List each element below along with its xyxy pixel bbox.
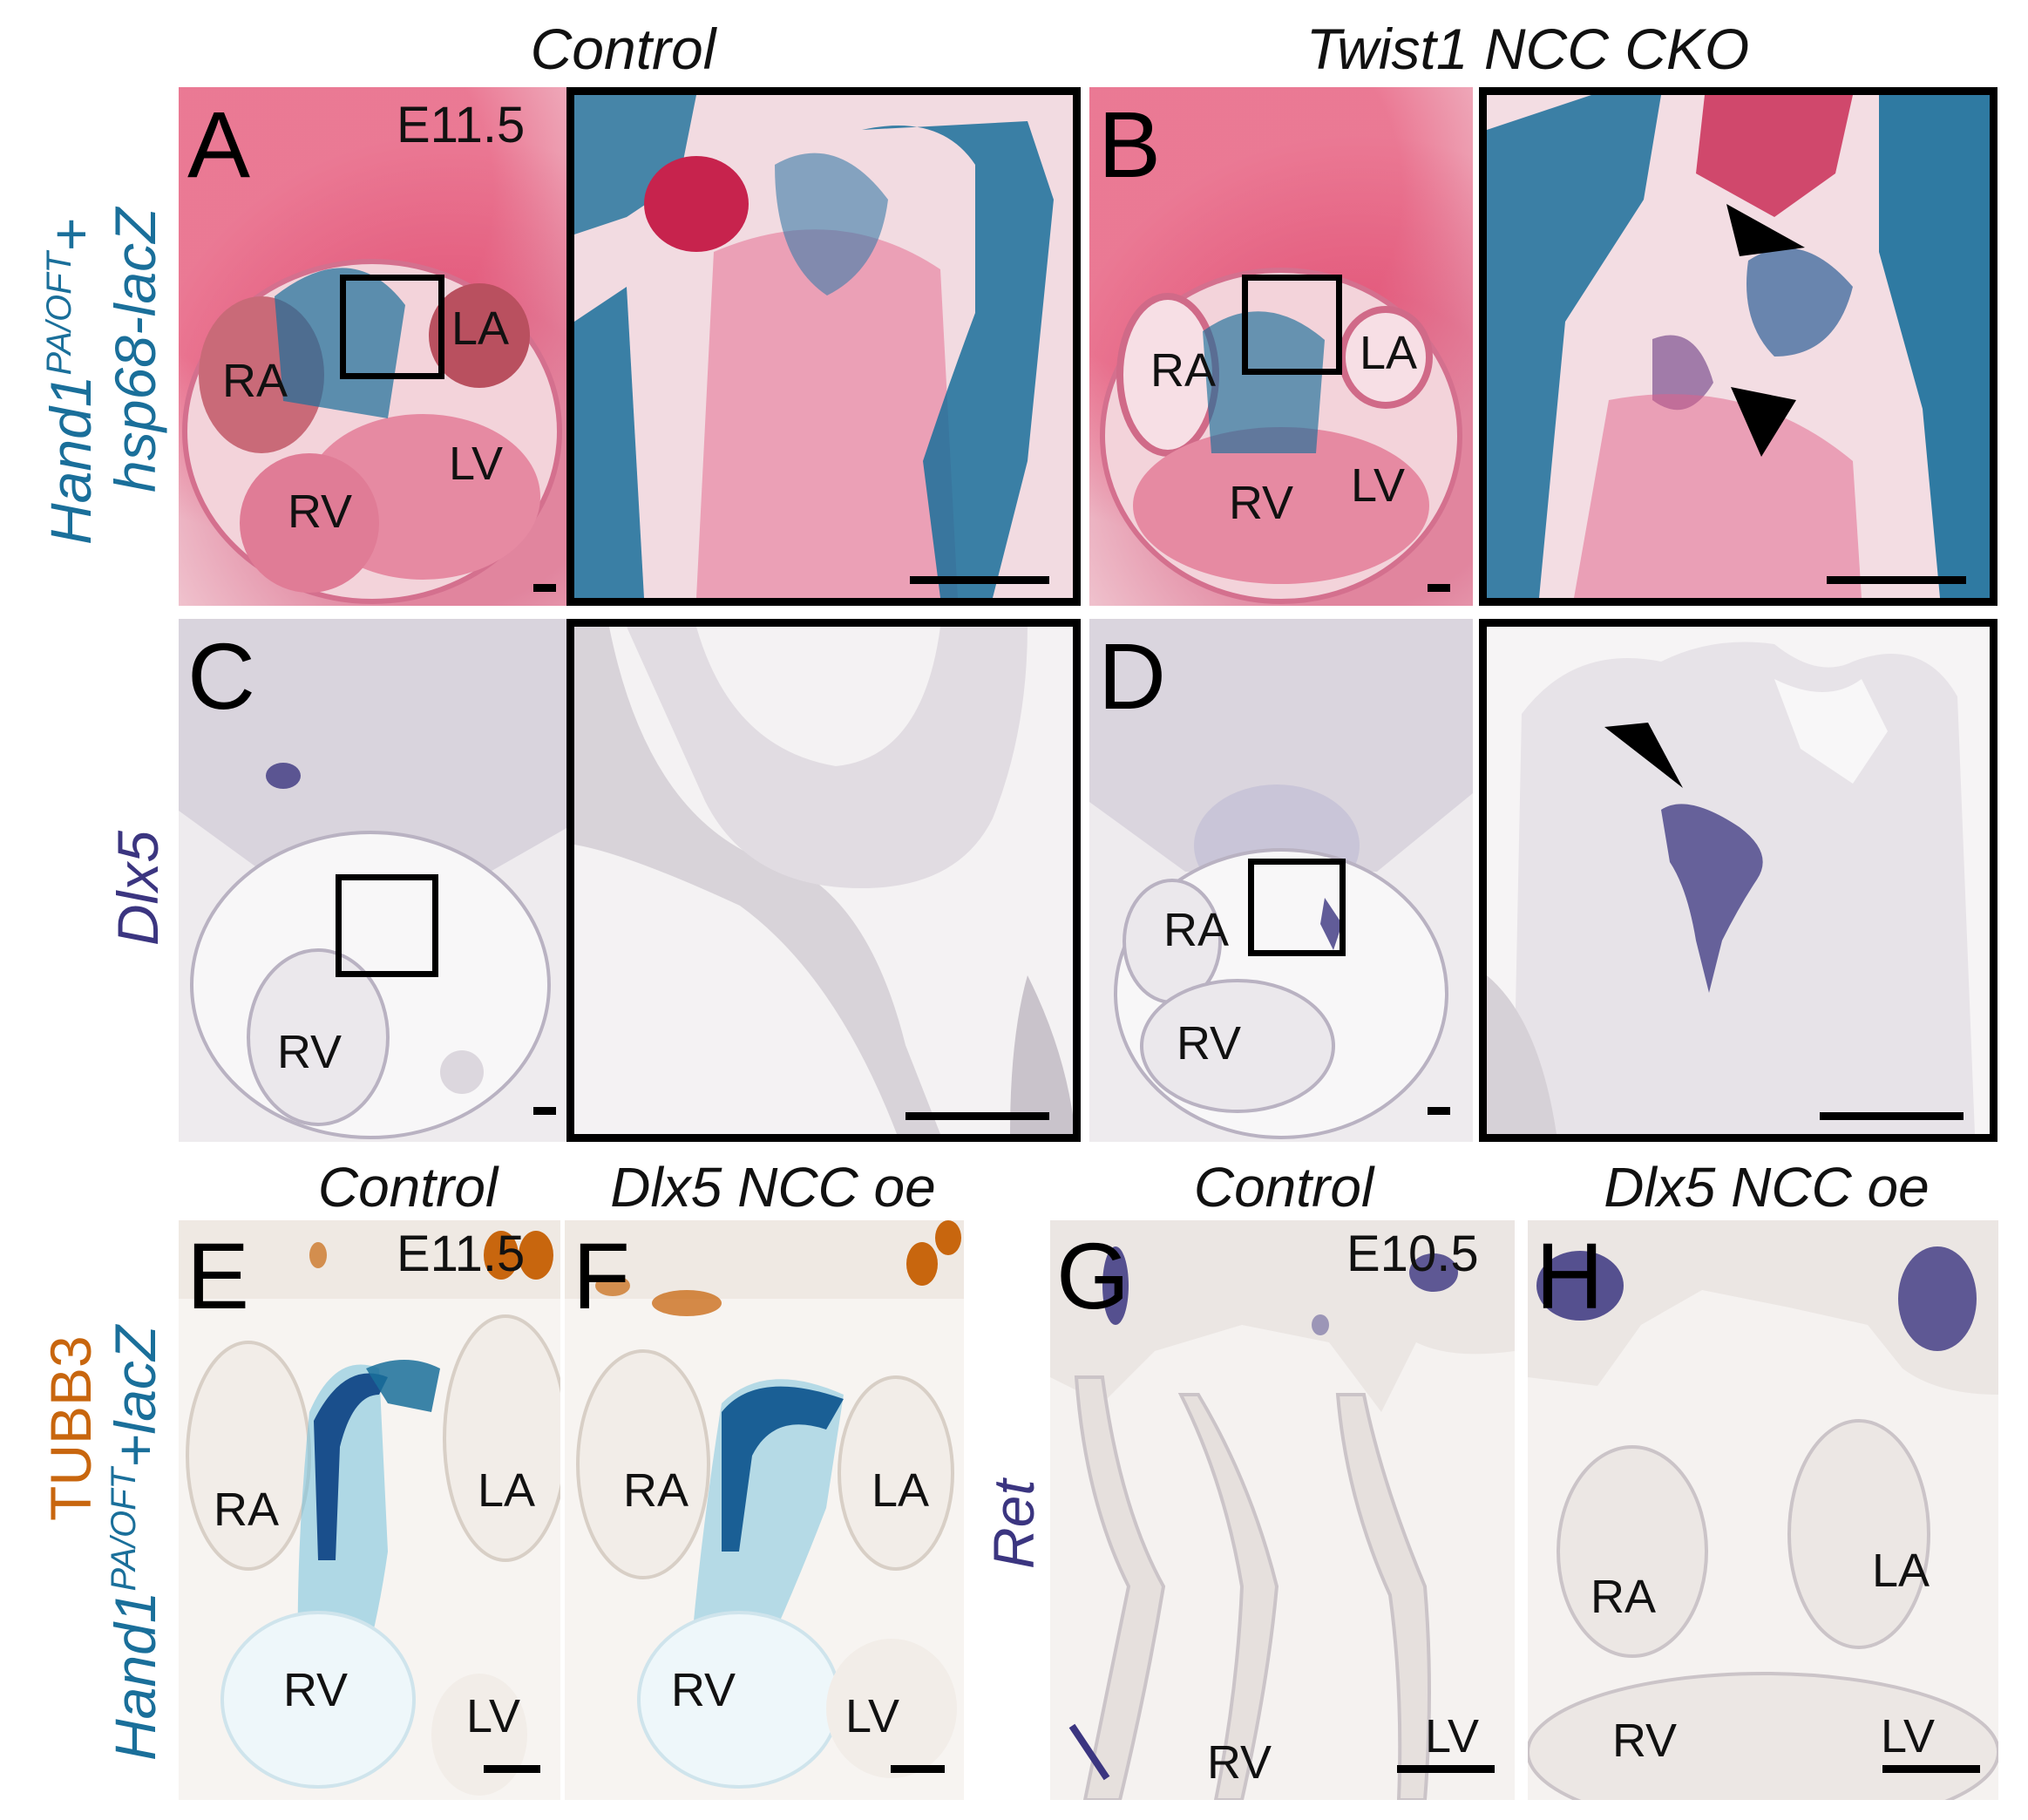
panel-e-label-lv: LV [466, 1690, 521, 1742]
panel-b-overview [1089, 87, 1473, 606]
panel-a-inset-tissue [574, 95, 1073, 598]
panel-f-letter: F [573, 1223, 630, 1328]
panel-b-arrowhead-2 [1731, 387, 1796, 457]
panel-a-label-rv: RV [288, 486, 353, 538]
panel-a-letter: A [187, 92, 251, 197]
row1-label-line1: Hand1PA/OFT+ [38, 218, 103, 545]
panel-b-letter: B [1098, 92, 1162, 197]
panel-f-label-la: LA [872, 1464, 930, 1517]
panel-f-scalebar [891, 1765, 945, 1773]
panel-f-label-rv: RV [671, 1664, 736, 1716]
panel-c-overview [179, 619, 566, 1142]
header-dlx5-oe-h: Dlx5 NCC oe [1604, 1156, 1930, 1219]
panel-f [565, 1220, 964, 1800]
panel-e-scalebar [484, 1765, 540, 1773]
panel-c-inset-box [336, 874, 438, 977]
panel-a-tissue [182, 259, 562, 604]
panel-a-inset-scalebar [910, 576, 1049, 584]
panel-h-label-rv: RV [1612, 1715, 1678, 1767]
panel-b-inset-box [1242, 275, 1342, 375]
panel-f-tissue [565, 1220, 964, 1800]
panel-a-overview [179, 87, 566, 606]
panel-d-overview [1089, 619, 1473, 1142]
panel-c-letter: C [187, 623, 255, 729]
panel-c-inset-tissue [574, 627, 1073, 1134]
header-control-top: Control [530, 17, 716, 81]
panel-h-tissue [1528, 1220, 1998, 1800]
panel-d-arrowhead [1604, 723, 1683, 788]
panel-h-letter: H [1536, 1223, 1604, 1328]
panel-c-inset-scalebar [905, 1112, 1049, 1120]
row3-label-hand1-lacz: Hand1PA/OFT+lacZ [103, 1325, 167, 1761]
panel-c-tissue [179, 619, 566, 1142]
panel-a-inset-box [340, 275, 444, 379]
panel-d-label-rv: RV [1177, 1017, 1242, 1070]
row3-label-tubb3: TUBB3 [38, 1335, 103, 1521]
panel-b-label-ra: RA [1150, 344, 1217, 397]
panel-e-label-rv: RV [283, 1664, 349, 1716]
row3-label-ret: Ret [981, 1479, 1046, 1569]
panel-h-label-ra: RA [1591, 1571, 1657, 1623]
panel-g-label-rv: RV [1207, 1736, 1272, 1789]
panel-e [179, 1220, 560, 1800]
panel-d-inset-box [1248, 859, 1346, 956]
panel-a-label-la: LA [451, 302, 510, 355]
panel-a-scalebar [533, 584, 556, 592]
panel-b-inset [1479, 87, 1997, 606]
panel-d-inset-tissue [1487, 627, 1990, 1134]
panel-g-stage: E10.5 [1346, 1226, 1479, 1282]
panel-h-scalebar [1882, 1765, 1980, 1773]
header-control-g: Control [1193, 1156, 1374, 1219]
row1-label-line2: hsp68-lacZ [103, 207, 167, 493]
header-dlx5-oe-f: Dlx5 NCC oe [610, 1156, 936, 1219]
panel-d-label-ra: RA [1163, 904, 1230, 956]
panel-b-label-rv: RV [1229, 477, 1294, 529]
panel-b-label-lv: LV [1351, 459, 1406, 512]
panel-a-stage: E11.5 [397, 97, 526, 153]
panel-d-letter: D [1098, 623, 1166, 729]
panel-c-scalebar [533, 1107, 556, 1115]
panel-f-label-lv: LV [845, 1690, 900, 1742]
panel-d-inset-scalebar [1820, 1112, 1964, 1120]
panel-g-tissue [1050, 1220, 1515, 1800]
panel-h-label-la: LA [1872, 1545, 1930, 1597]
panel-a-label-ra: RA [222, 355, 288, 407]
panel-g-label-lv: LV [1425, 1710, 1480, 1762]
panel-c-label-rv: RV [277, 1026, 343, 1078]
panel-h-label-lv: LV [1881, 1710, 1936, 1762]
panel-g-scalebar [1397, 1765, 1495, 1773]
header-twist1-cko: Twist1 NCC CKO [1306, 17, 1750, 81]
panel-b-arrowhead-1 [1726, 204, 1805, 256]
panel-a-label-lv: LV [449, 438, 504, 490]
panel-f-label-ra: RA [623, 1464, 689, 1517]
panel-d-inset [1479, 619, 1997, 1142]
row2-label-dlx5: Dlx5 [105, 830, 170, 946]
panel-d-tissue [1089, 619, 1473, 1142]
panel-e-label-la: LA [478, 1464, 536, 1517]
panel-e-letter: E [187, 1223, 250, 1328]
panel-e-tissue [179, 1220, 560, 1800]
panel-b-scalebar [1428, 584, 1450, 592]
panel-e-stage: E11.5 [397, 1226, 526, 1282]
panel-c-inset [566, 619, 1081, 1142]
panel-d-scalebar [1428, 1107, 1450, 1115]
panel-e-label-ra: RA [214, 1484, 280, 1536]
header-control-e: Control [317, 1156, 499, 1219]
panel-b-label-la: LA [1360, 327, 1418, 379]
panel-b-tissue [1100, 268, 1462, 604]
panel-g-letter: G [1056, 1223, 1130, 1328]
panel-h [1528, 1220, 1998, 1800]
panel-b-inset-tissue [1487, 95, 1990, 598]
panel-b-inset-scalebar [1827, 576, 1966, 584]
panel-a-inset [566, 87, 1081, 606]
panel-g [1050, 1220, 1515, 1800]
